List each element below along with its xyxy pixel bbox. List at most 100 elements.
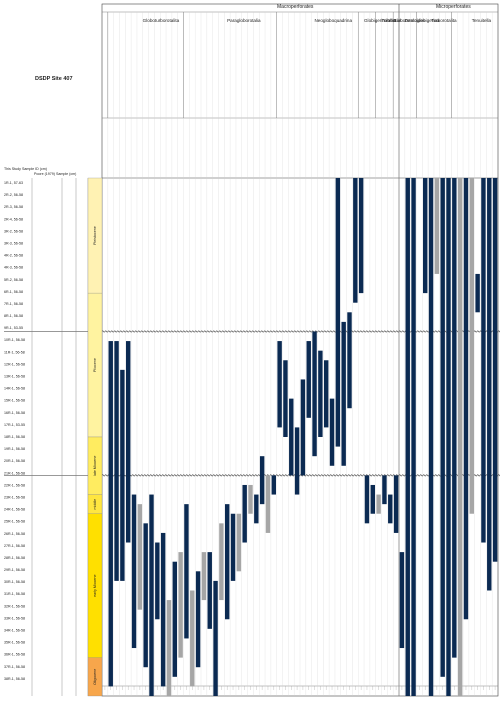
sample-label: 35R-1, 56-58 [4,641,25,645]
group-label: Globigerinatella [364,18,396,23]
sample-label: 25R-1, 56-58 [4,520,25,524]
sample-label: 19R-1, 56-58 [4,447,25,451]
range-bar [411,178,416,696]
range-bar [492,178,498,562]
range-bar [289,398,294,476]
sample-label: 37R-1, 56-58 [4,665,25,669]
range-bar [149,494,154,696]
sample-label: 11R-1, 56-58 [4,350,25,354]
sample-label: 9R-1, 53-55 [4,326,23,330]
range-bar [463,178,469,620]
range-bar [393,475,399,533]
sample-label: 38R-1, 56-58 [4,677,25,681]
range-bar [481,178,486,543]
group-label: Dentoglobigerina [405,18,440,23]
sample-label: 6R-1, 56-58 [4,290,23,294]
sample-label: 24R-1, 56-58 [4,508,25,512]
range-bar [224,504,230,620]
sample-label: 36R-1, 56-58 [4,653,25,657]
range-bar [277,341,282,428]
sample-label: 10R-1, 56-58 [4,338,25,342]
sample-label: 4R-3, 56-58 [4,266,23,270]
range-bar [108,341,113,687]
range-bar [294,427,300,495]
range-bar [131,494,137,649]
sample-label: 26R-1, 56-58 [4,532,25,536]
sample-label: 15R-1, 56-58 [4,399,25,403]
range-bar [318,350,323,437]
range-bar [358,178,364,294]
epoch-band [87,657,103,697]
sample-label: 33R-1, 56-58 [4,616,25,620]
range-bar [323,360,329,428]
sample-label: 8R-1, 56-58 [4,314,23,318]
group-label: Trilobatus [381,18,402,23]
range-bar [120,369,125,581]
range-bar [242,484,247,543]
sample-label: 18R-1, 56-58 [4,435,25,439]
epoch-label: late Miocene [93,456,97,476]
this-study-header: This Study Sample ID (cm) [4,167,47,171]
sample-label: 2R-3, 56-58 [4,205,23,209]
range-bar [312,331,317,457]
group-label: Tenuitella [472,18,492,23]
sample-label: 12R-1, 56-58 [4,362,25,366]
range-bar [254,494,259,524]
sample-label: 16R-1, 56-58 [4,411,25,415]
range-bar [236,513,242,572]
range-bar [259,456,265,505]
range-bar [178,552,183,658]
sample-label: 28R-1, 56-58 [4,556,25,560]
range-bar [370,484,376,514]
sample-label: 3R-2, 56-58 [4,229,23,233]
sample-label: 32R-1, 56-58 [4,604,25,608]
sample-label: 14R-1, 56-58 [4,387,25,391]
range-bar [306,341,311,418]
range-bar [364,475,370,524]
range-bar [422,178,428,294]
range-bar [248,484,253,514]
section-break [101,330,500,333]
range-bar [207,552,212,629]
range-bar [219,523,224,601]
range-bar [405,178,410,696]
group-label: Turborotalita [431,18,457,23]
group-label: Neogloboquadrina [314,18,352,23]
range-bar [166,600,172,696]
range-bar [382,475,387,505]
taxa-header: Macroperforates Microperforates DSDP Sit… [35,4,471,82]
sample-label: 13R-1, 56-58 [4,375,25,379]
range-bar [155,542,160,620]
group-label: Paragloborotalia [227,18,261,23]
range-bar [230,513,236,581]
chart-frame: Globoturborotalita Paragloborotalia Neoglo… [4,3,500,697]
sample-columns: This Study Sample ID (cm)Poore (1979) Sa… [4,167,103,697]
epoch-label: Pleistocene [93,226,97,245]
range-bar [172,561,178,677]
group-label: Globorotaloides [393,18,426,23]
sample-label: 7R-1, 56-58 [4,302,23,306]
range-bar [469,178,475,514]
range-bar [114,341,119,581]
epoch-label: Pliocene [93,358,97,372]
range-bar [329,398,335,466]
macroperforates-label: Macroperforates [277,4,314,10]
range-bar [434,178,440,274]
sample-label: 1R-1, 57-63 [4,181,23,185]
range-bar [184,504,189,639]
sample-label: 2R-2, 56-58 [4,193,23,197]
sample-label: 2R-4, 56-58 [4,217,23,221]
sample-label: 4R-2, 56-58 [4,254,23,258]
range-bar [446,178,451,696]
range-bar [160,532,166,687]
range-bar [475,273,480,313]
range-bar [399,552,405,649]
range-bar [283,360,288,437]
epoch-label: Oligocene [93,669,97,685]
sample-label: 21R-1, 56-58 [4,471,25,475]
range-bars [108,178,498,696]
range-bar [137,504,143,610]
range-bar [388,494,393,524]
range-bar [457,178,463,696]
range-bar [201,552,207,601]
